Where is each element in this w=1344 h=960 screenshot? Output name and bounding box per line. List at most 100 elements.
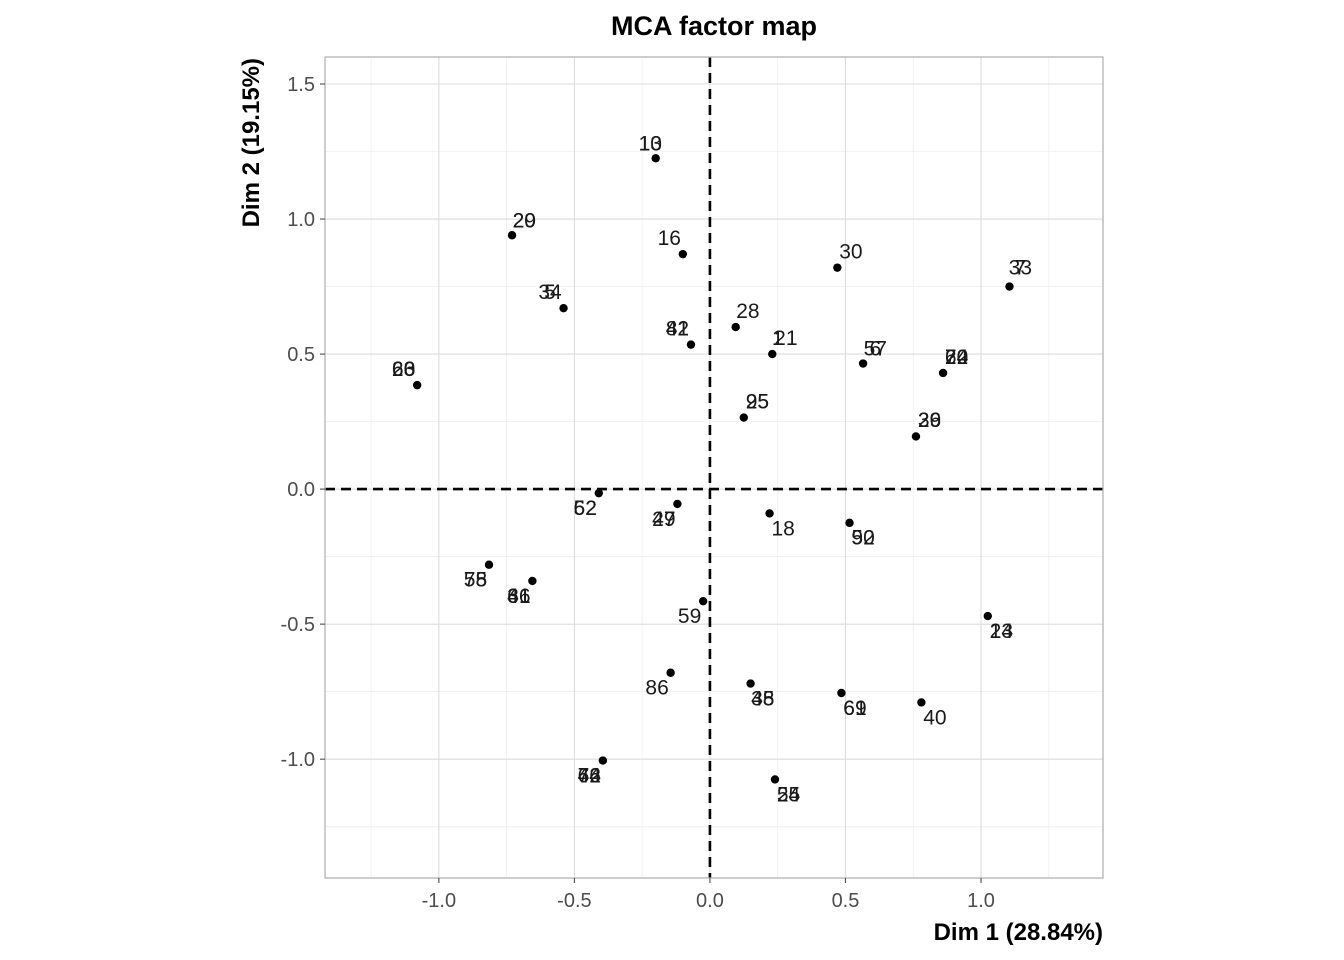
data-point (731, 322, 740, 332)
data-point (528, 576, 537, 586)
data-point (666, 668, 675, 677)
data-point (598, 756, 608, 765)
point-label: 42 (578, 764, 601, 787)
data-point (559, 303, 568, 313)
data-point (651, 154, 660, 163)
point-label: 16 (658, 227, 681, 250)
data-point (768, 349, 777, 359)
point-label: 86 (645, 677, 668, 700)
point-label: 69 (843, 697, 866, 720)
data-point (507, 231, 517, 240)
x-tick-label: 0.5 (832, 890, 860, 912)
point-label: 23 (392, 358, 415, 381)
point-label: 7 (1014, 257, 1026, 280)
point-label: 66 (392, 358, 415, 381)
data-point (698, 596, 708, 606)
point-label: 34 (538, 281, 562, 304)
x-axis-ticks: -1.0 -0.5 0.0 0.5 1.0 (422, 878, 995, 912)
point-label: 29 (513, 209, 536, 232)
point-label: 21 (774, 327, 797, 350)
point-label: 26 (918, 409, 941, 432)
data-points (412, 154, 1014, 784)
point-label: 46 (507, 585, 530, 608)
data-point (911, 432, 921, 441)
point-label: 45 (751, 687, 774, 710)
data-point (837, 688, 846, 698)
point-label: 62 (574, 497, 597, 520)
point-label: 61 (507, 585, 530, 608)
point-label: 54 (777, 783, 801, 806)
data-point (739, 413, 749, 422)
point-label: 29 (652, 508, 675, 531)
point-label: 5 (544, 281, 556, 304)
point-label: 33 (1009, 257, 1032, 280)
grid-lines (325, 57, 1103, 878)
data-point (917, 698, 926, 707)
point-label: 42 (666, 317, 689, 340)
point-label: 64 (578, 764, 602, 787)
point-label: 30 (839, 240, 862, 263)
point-label: 64 (945, 346, 969, 369)
data-point (673, 499, 682, 509)
point-label: 52 (574, 497, 597, 520)
data-point (1005, 282, 1014, 291)
x-axis-title: Dim 1 (28.84%) (934, 919, 1103, 946)
point-label: 28 (736, 300, 759, 323)
data-point (678, 249, 688, 259)
point-label: 14 (990, 620, 1014, 643)
chart-title: MCA factor map (611, 11, 817, 41)
point-label: 58 (464, 569, 487, 592)
point-label: 22 (945, 346, 968, 369)
data-point (858, 359, 868, 368)
point-label: 61 (843, 697, 866, 720)
point-label: 57 (864, 338, 887, 361)
point-label: 52 (851, 527, 874, 550)
point-label: 13 (639, 132, 662, 155)
point-label: 70 (945, 346, 968, 369)
data-point (845, 518, 854, 528)
x-tick-label: 1.0 (967, 890, 995, 912)
point-label: 59 (678, 605, 701, 628)
panel-border (324, 56, 1104, 879)
point-label: 81 (666, 317, 689, 340)
point-label: 76 (578, 764, 601, 787)
point-label: 38 (751, 687, 774, 710)
data-point (765, 509, 774, 518)
x-tick-label: 0.0 (696, 890, 724, 912)
y-axis-ticks: -1.0 -0.5 0.0 0.5 1.0 1.5 (281, 74, 325, 771)
data-point (938, 368, 948, 378)
point-label: 20 (513, 209, 536, 232)
point-label: 60 (392, 358, 415, 381)
y-tick-label: 1.5 (287, 74, 315, 96)
data-point (594, 488, 603, 498)
point-label: 18 (771, 517, 794, 540)
point-label: 47 (652, 508, 675, 531)
point-label: 31 (507, 585, 530, 608)
data-point (412, 380, 422, 390)
y-tick-label: 1.0 (287, 209, 315, 231)
data-point (833, 263, 842, 272)
data-point (746, 679, 755, 688)
x-tick-label: -1.0 (422, 890, 456, 912)
point-label: 90 (851, 527, 874, 550)
point-label: 10 (639, 132, 662, 155)
point-label: 23 (990, 620, 1013, 643)
point-label: 95 (746, 390, 769, 413)
x-tick-label: -0.5 (557, 890, 591, 912)
y-axis-title: Dim 2 (19.15%) (238, 58, 265, 227)
point-label: 25 (746, 390, 769, 413)
point-label: 25 (777, 783, 800, 806)
y-tick-label: 0.0 (287, 479, 315, 501)
point-label: 1 (772, 327, 784, 350)
point-label: 75 (464, 569, 487, 592)
point-label: 6 (869, 338, 881, 361)
y-tick-label: 0.5 (287, 344, 315, 366)
y-tick-label: -0.5 (281, 614, 315, 636)
point-label: 39 (918, 409, 941, 432)
y-tick-label: -1.0 (281, 749, 315, 771)
reference-lines (325, 57, 1103, 878)
point-label: 40 (923, 706, 946, 729)
data-point (770, 775, 780, 784)
